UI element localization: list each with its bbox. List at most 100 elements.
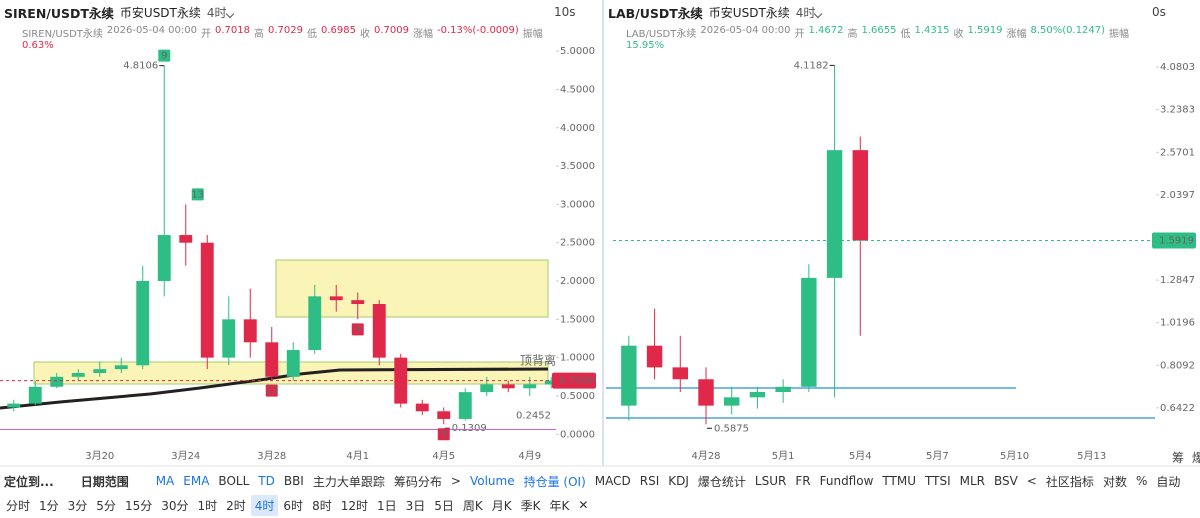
tool-button[interactable]: LSUR — [754, 474, 787, 488]
candle-body — [372, 304, 386, 358]
candle-body — [646, 345, 663, 368]
x-tick-label: 5月4 — [849, 450, 872, 462]
high-label: 4.8106 — [123, 61, 158, 72]
tool-button[interactable]: TTMU — [882, 474, 916, 488]
x-tick-label: 5月1 — [772, 450, 795, 462]
candle-body — [544, 380, 558, 385]
last-price-box — [1152, 232, 1196, 249]
y-tick-label: 4.0000 — [560, 123, 595, 134]
interval-button[interactable]: 8时 — [312, 498, 332, 513]
info-value: -0.13%(-0.0009) — [437, 25, 519, 36]
interval-button[interactable]: 30分 — [161, 498, 189, 513]
y-tick-label: 0.8092 — [1160, 360, 1195, 371]
tool-button[interactable]: < — [1026, 474, 1037, 488]
y-tick-label: 2.5701 — [1160, 147, 1195, 158]
interval-button[interactable]: 年K — [549, 498, 570, 513]
symbol: SIREN/USDT永续 — [4, 6, 114, 21]
y-tick-label: 2.5000 — [560, 238, 595, 249]
tool-button[interactable]: 自动 — [1156, 474, 1181, 489]
candle-body — [243, 319, 257, 343]
tool-button[interactable]: BOLL — [218, 474, 250, 488]
chart-header: SIREN/USDT永续 币安USDT永续 4时 — [4, 3, 235, 22]
interval-button[interactable]: 周K — [462, 498, 483, 513]
tool-button[interactable]: 日期范围 — [80, 474, 129, 489]
tool-button[interactable]: MACD — [594, 474, 631, 488]
interval-button[interactable]: 3分 — [67, 498, 88, 513]
tool-button[interactable]: MA — [155, 474, 175, 488]
interval-button[interactable]: 12时 — [340, 498, 368, 513]
interval-button[interactable]: 月K — [491, 498, 512, 513]
candle-body — [157, 235, 171, 282]
info-label: 收 — [360, 29, 371, 40]
candle-body — [698, 379, 714, 406]
candle-body — [480, 384, 494, 393]
td-label: 9 — [161, 51, 167, 62]
candle-body — [308, 296, 322, 350]
interval-button[interactable]: 15分 — [124, 498, 153, 513]
annotation: 顶背离 — [520, 353, 556, 368]
low-label: 0.5875 — [714, 423, 749, 434]
interval-button[interactable]: 5分 — [96, 498, 116, 513]
tool-button[interactable]: MLR — [959, 474, 985, 488]
y-tick-label: 3.0000 — [560, 199, 595, 210]
tool-button[interactable]: > — [450, 474, 461, 488]
info-value: 1.5919 — [967, 25, 1003, 36]
candle-body — [28, 386, 42, 404]
side-icon: 筹 — [1172, 451, 1185, 465]
interval-button[interactable]: 3日 — [405, 498, 426, 513]
y-tick-label: 3.2383 — [1160, 105, 1195, 116]
tool-button[interactable]: 社区指标 — [1045, 474, 1094, 489]
tool-button[interactable]: Fundflow — [819, 474, 874, 488]
interval-button[interactable]: 1分 — [39, 498, 59, 513]
info-symbol: SIREN/USDT永续 — [22, 29, 103, 40]
candle-body — [826, 150, 843, 278]
info-label: 低 — [900, 29, 911, 40]
interval-button[interactable]: 5日 — [434, 498, 454, 513]
candle-body — [286, 349, 300, 377]
tool-button[interactable]: TTSI — [925, 474, 951, 488]
info-value: 0.6985 — [321, 25, 357, 36]
info-value: 15.95% — [626, 40, 665, 51]
tool-button[interactable]: 爆仓统计 — [697, 474, 746, 489]
tool-button[interactable]: 主力大单跟踪 — [312, 474, 385, 489]
interval-button[interactable]: 6时 — [283, 498, 304, 513]
interval-button[interactable]: 1时 — [197, 498, 218, 513]
info-value: 1.4672 — [808, 25, 844, 36]
tool-button[interactable]: 筹码分布 — [393, 474, 442, 489]
interval-button[interactable]: 1日 — [376, 498, 397, 513]
chart-header: LAB/USDT永续 币安USDT永续 4时 — [608, 3, 823, 22]
exchange: 币安USDT永续 — [708, 6, 790, 20]
tool-button[interactable]: BBI — [283, 474, 304, 488]
ma-line — [0, 367, 549, 410]
tool-button[interactable]: 持仓量 (OI) — [523, 474, 586, 489]
info-label: 涨幅 — [1006, 29, 1027, 40]
interval-button[interactable]: 分时 — [6, 498, 31, 513]
tool-button[interactable]: 定位到... — [4, 474, 54, 489]
interval-button[interactable]: ✕ — [578, 498, 589, 512]
info-value: 8.50%(0.1247) — [1030, 25, 1106, 36]
candle-body — [50, 376, 64, 387]
x-tick-label: 5月10 — [1000, 450, 1029, 462]
tool-button[interactable]: KDJ — [668, 474, 689, 488]
interval-button[interactable]: 4时 — [250, 494, 279, 516]
info-time: 2026-05-04 00:00 — [700, 25, 791, 36]
tool-button[interactable]: 对数 — [1102, 474, 1127, 489]
candle-body — [222, 319, 236, 358]
tool-button[interactable]: BSV — [994, 474, 1018, 488]
tool-button[interactable]: Volume — [469, 474, 515, 488]
tool-button[interactable]: % — [1135, 474, 1148, 488]
td-box — [437, 428, 450, 441]
interval-button[interactable]: 季K — [520, 498, 541, 513]
last-price-label: 0.7009 — [559, 376, 594, 387]
candle-body — [437, 411, 451, 419]
y-tick-label: 2.0000 — [560, 276, 595, 287]
info-value: 0.7009 — [374, 25, 410, 36]
candle-body — [351, 300, 365, 305]
tool-button[interactable]: FR — [795, 474, 811, 488]
tool-button[interactable]: EMA — [183, 474, 210, 488]
tool-button[interactable]: TD — [258, 474, 275, 488]
tool-button[interactable]: RSI — [639, 474, 660, 488]
y-tick-label: 5.0000 — [560, 46, 595, 57]
interval-button[interactable]: 2时 — [226, 498, 246, 513]
